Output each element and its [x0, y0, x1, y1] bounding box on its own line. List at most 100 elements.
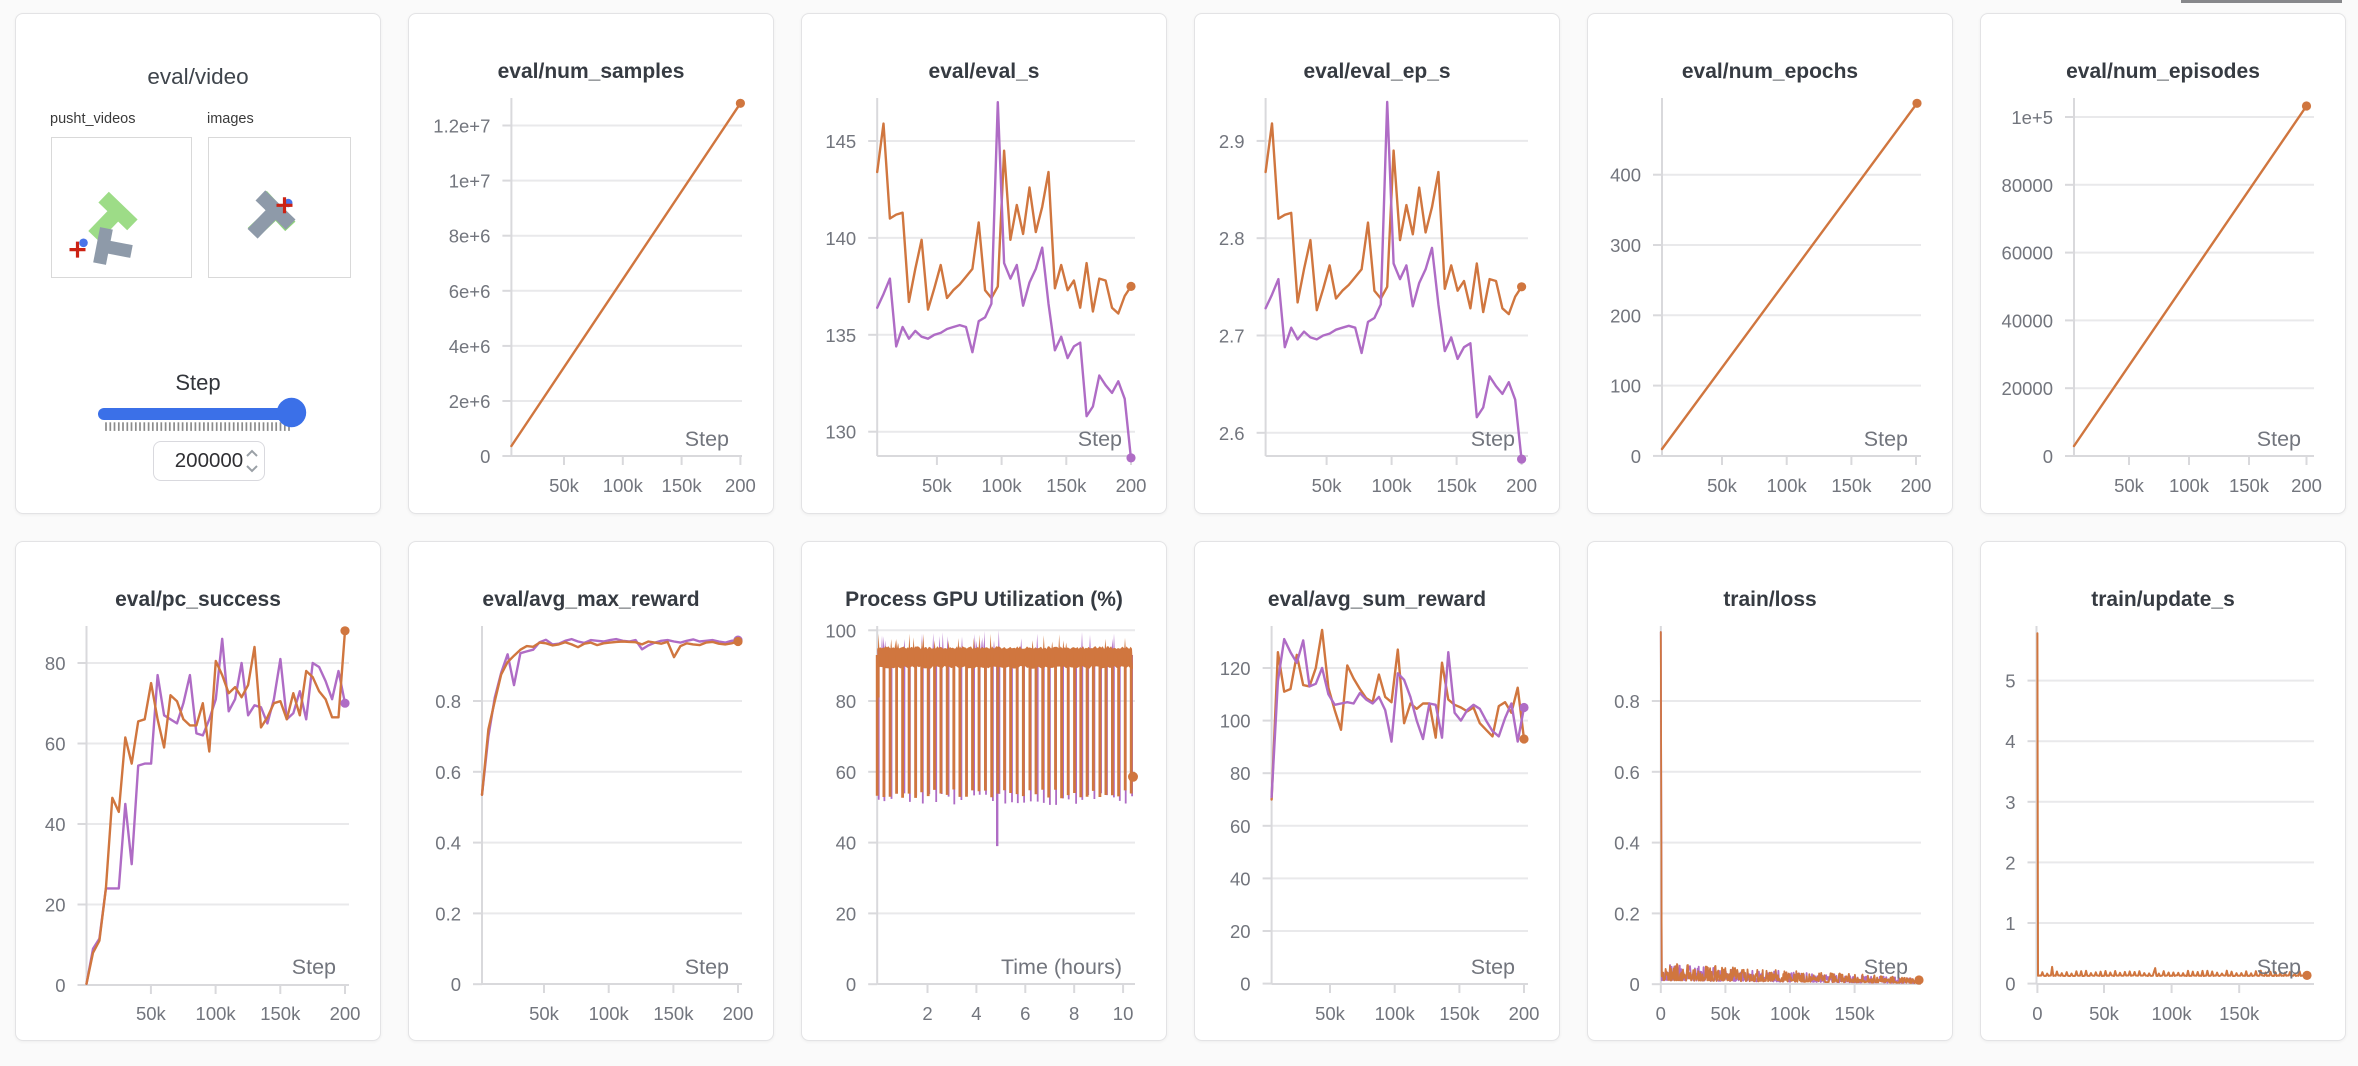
svg-text:Step: Step: [1078, 427, 1122, 451]
svg-text:Step: Step: [292, 955, 336, 979]
svg-text:20000: 20000: [2001, 378, 2052, 399]
svg-text:eval/avg_sum_reward: eval/avg_sum_reward: [1268, 588, 1486, 611]
svg-text:50k: 50k: [136, 1003, 167, 1024]
svg-text:120: 120: [1219, 658, 1250, 679]
svg-text:100: 100: [1219, 711, 1250, 732]
svg-text:Step: Step: [685, 427, 729, 451]
svg-text:50k: 50k: [922, 475, 953, 496]
svg-text:50k: 50k: [549, 475, 580, 496]
svg-text:150k: 150k: [1439, 1003, 1480, 1024]
svg-text:200: 200: [1508, 1003, 1539, 1024]
svg-text:20: 20: [45, 895, 66, 916]
svg-text:80: 80: [1230, 763, 1251, 784]
svg-text:0: 0: [1629, 974, 1639, 995]
svg-text:200: 200: [1900, 475, 1931, 496]
svg-text:100: 100: [825, 620, 856, 641]
svg-text:8e+6: 8e+6: [449, 226, 491, 247]
svg-text:50k: 50k: [1311, 475, 1342, 496]
svg-text:60: 60: [45, 734, 66, 755]
svg-text:50k: 50k: [2114, 475, 2145, 496]
svg-text:20: 20: [1230, 921, 1251, 942]
svg-text:60: 60: [835, 762, 856, 783]
svg-text:100: 100: [1610, 376, 1641, 397]
svg-text:0: 0: [451, 974, 461, 995]
svg-text:80000: 80000: [2001, 175, 2052, 196]
svg-text:0: 0: [1240, 974, 1250, 995]
svg-text:0: 0: [2032, 1003, 2042, 1024]
svg-text:100k: 100k: [196, 1003, 237, 1024]
svg-text:3: 3: [2005, 792, 2015, 813]
svg-text:150k: 150k: [661, 475, 702, 496]
svg-text:train/update_s: train/update_s: [2091, 588, 2235, 611]
svg-text:50k: 50k: [1707, 475, 1738, 496]
svg-text:0.6: 0.6: [435, 762, 461, 783]
svg-text:0.2: 0.2: [435, 903, 461, 924]
svg-text:20: 20: [835, 903, 856, 924]
svg-text:eval/eval_s: eval/eval_s: [928, 60, 1039, 83]
svg-text:200: 200: [330, 1003, 361, 1024]
svg-text:60: 60: [1230, 816, 1251, 837]
svg-text:Step: Step: [2256, 427, 2300, 451]
svg-text:300: 300: [1610, 235, 1641, 256]
svg-text:200: 200: [722, 1003, 753, 1024]
svg-text:130: 130: [825, 422, 856, 443]
svg-text:0: 0: [846, 974, 856, 995]
svg-text:150k: 150k: [2219, 1003, 2260, 1024]
svg-text:0.4: 0.4: [1614, 833, 1640, 854]
svg-text:60000: 60000: [2001, 243, 2052, 264]
svg-text:5: 5: [2005, 671, 2015, 692]
svg-text:80: 80: [45, 653, 66, 674]
svg-text:50k: 50k: [1710, 1003, 1741, 1024]
svg-text:40000: 40000: [2001, 310, 2052, 331]
svg-text:100k: 100k: [603, 475, 644, 496]
svg-text:1e+5: 1e+5: [2011, 107, 2053, 128]
svg-text:2.8: 2.8: [1219, 228, 1245, 249]
svg-text:100k: 100k: [1374, 1003, 1415, 1024]
svg-text:150k: 150k: [653, 1003, 694, 1024]
svg-text:0.6: 0.6: [1614, 762, 1640, 783]
svg-text:eval/avg_max_reward: eval/avg_max_reward: [482, 588, 699, 611]
svg-text:40: 40: [45, 814, 66, 835]
svg-text:50k: 50k: [1315, 1003, 1346, 1024]
svg-text:Time (hours): Time (hours): [1001, 955, 1122, 979]
svg-text:eval/num_epochs: eval/num_epochs: [1681, 60, 1857, 83]
svg-text:Process GPU Utilization (%): Process GPU Utilization (%): [845, 588, 1123, 611]
svg-text:2: 2: [2005, 852, 2015, 873]
svg-text:1e+7: 1e+7: [449, 171, 491, 192]
svg-text:100k: 100k: [2151, 1003, 2192, 1024]
svg-text:2.9: 2.9: [1219, 131, 1245, 152]
svg-text:Step: Step: [685, 955, 729, 979]
svg-text:eval/num_samples: eval/num_samples: [498, 60, 685, 83]
svg-text:0.8: 0.8: [435, 691, 461, 712]
svg-text:150k: 150k: [1436, 475, 1477, 496]
svg-text:100k: 100k: [981, 475, 1022, 496]
svg-text:200: 200: [1115, 475, 1146, 496]
svg-text:4: 4: [971, 1003, 981, 1024]
svg-text:0: 0: [2042, 446, 2052, 467]
svg-text:1: 1: [2005, 913, 2015, 934]
svg-text:100k: 100k: [2168, 475, 2209, 496]
svg-text:4e+6: 4e+6: [449, 336, 491, 357]
svg-text:0: 0: [2005, 974, 2015, 995]
svg-text:100k: 100k: [1770, 1003, 1811, 1024]
svg-text:2.6: 2.6: [1219, 423, 1245, 444]
svg-text:0: 0: [480, 446, 490, 467]
svg-text:Step: Step: [1470, 427, 1514, 451]
svg-text:150k: 150k: [2228, 475, 2269, 496]
svg-text:0: 0: [55, 975, 65, 996]
svg-text:150k: 150k: [1046, 475, 1087, 496]
svg-text:0: 0: [1655, 1003, 1665, 1024]
svg-text:2.7: 2.7: [1219, 326, 1245, 347]
svg-text:50k: 50k: [529, 1003, 560, 1024]
svg-text:eval/eval_ep_s: eval/eval_ep_s: [1303, 60, 1450, 83]
svg-text:4: 4: [2005, 731, 2015, 752]
svg-text:8: 8: [1069, 1003, 1079, 1024]
svg-text:100k: 100k: [589, 1003, 630, 1024]
svg-text:200: 200: [2291, 475, 2322, 496]
svg-text:2e+6: 2e+6: [449, 391, 491, 412]
svg-text:200: 200: [1506, 475, 1537, 496]
svg-text:150k: 150k: [260, 1003, 301, 1024]
svg-text:train/loss: train/loss: [1723, 588, 1816, 611]
svg-text:6e+6: 6e+6: [449, 281, 491, 302]
svg-text:100k: 100k: [1371, 475, 1412, 496]
